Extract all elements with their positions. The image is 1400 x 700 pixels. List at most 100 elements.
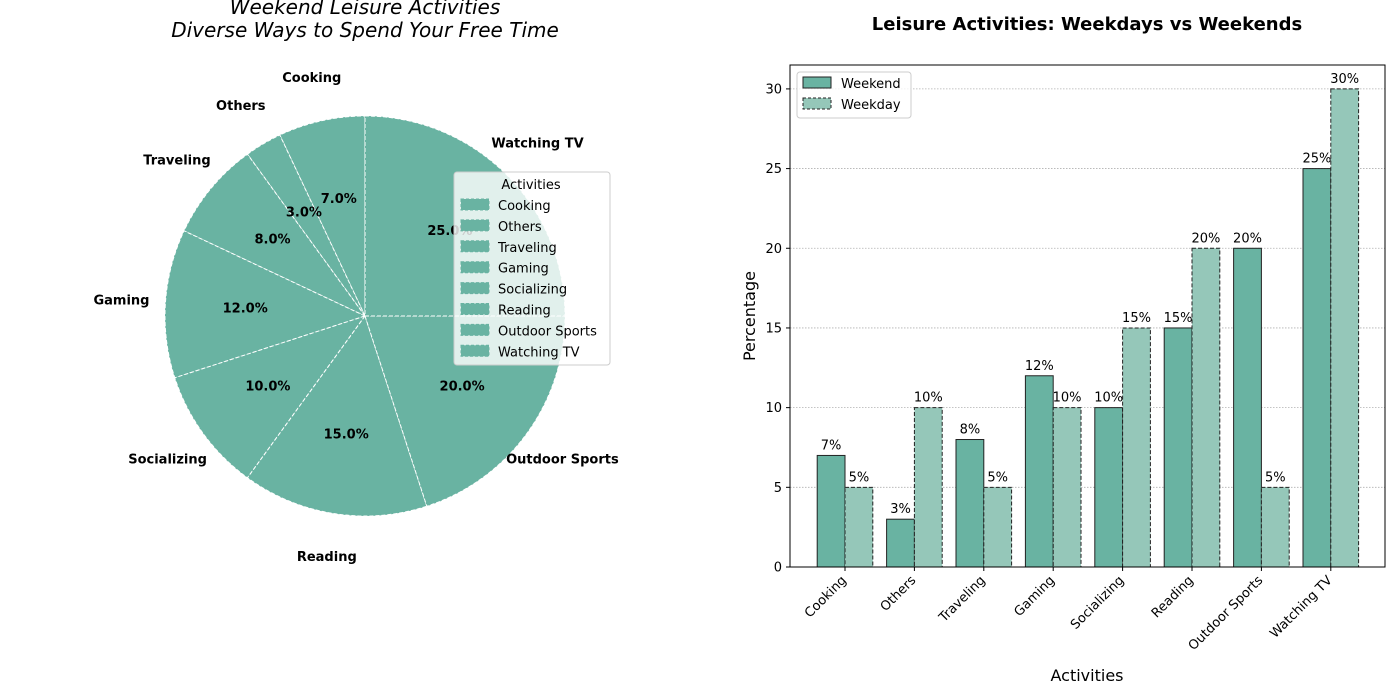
bar-weekday-outdoor-sports [1260,486,1290,568]
pie-slice-cooking [279,115,366,317]
pie-legend-frame [453,171,611,366]
y-tick-label: 25 [765,162,782,177]
legend-label-weekday: Weekday [841,98,901,113]
pie-label-cooking: Cooking [282,71,341,86]
bar-weekend-gaming [1024,375,1054,568]
pie-pct-outdoor-sports: 20.0% [440,380,485,395]
x-tick-label-others: Others [878,573,920,615]
bar-value-label-weekday-watching-tv: 30% [1330,72,1359,87]
y-tick-label: 30 [765,82,782,97]
bar-weekend-reading [1163,327,1193,568]
pie-slice-traveling [183,153,366,317]
bar-value-label-weekend-traveling: 8% [960,423,981,438]
pie-pct-others: 3.0% [286,206,322,221]
bar-weekend-outdoor-sports [1233,247,1262,568]
pie-slice-reading [246,314,428,517]
bar-weekend-socializing [1094,407,1124,568]
legend-label-weekend: Weekend [841,77,901,92]
pie-legend-swatch-gaming [460,261,490,274]
y-tick-label: 15 [765,321,782,336]
pie-pct-socializing: 10.0% [245,380,290,395]
bar-marks: 7% 3% 8% 12% 10% 15% 20% 25% 5% 10% 5% 10% 15% 20% 5% 3… [816,72,1360,568]
bar-legend: Weekend Weekday [796,71,912,119]
pie-legend-label-socializing: Socializing [498,283,567,298]
bar-value-label-weekday-outdoor-sports: 5% [1265,470,1286,485]
pie-legend-label-cooking: Cooking [498,199,551,214]
pie-label-watching-tv: Watching TV [491,137,583,152]
pie-legend-label-traveling: Traveling [497,241,557,256]
pie-title-line1: Weekend Leisure Activities [230,0,501,19]
y-tick-label: 0 [774,561,782,576]
bar-value-label-weekday-socializing: 15% [1122,311,1151,326]
y-tick-label: 5 [774,481,782,496]
x-tick-label-gaming: Gaming [1011,573,1058,620]
pie-pct-cooking: 7.0% [321,192,357,207]
bar-value-label-weekday-traveling: 5% [987,470,1008,485]
x-tick-label-outdoor-sports: Outdoor Sports [1186,573,1267,654]
bar-weekday-gaming [1052,407,1082,568]
pie-legend-label-gaming: Gaming [498,262,549,277]
bar-x-ticks: Cooking Others Traveling Gaming Socializing R… [802,567,1336,654]
bar-value-label-weekend-cooking: 7% [821,438,842,453]
pie-legend-swatch-cooking [460,198,490,211]
bar-value-label-weekday-cooking: 5% [849,470,870,485]
pie-pct-reading: 15.0% [324,428,369,443]
bar-axes-frame [789,64,1386,568]
pie-pct-gaming: 12.0% [223,302,268,317]
y-tick-label: 10 [765,401,782,416]
bar-value-label-weekday-others: 10% [914,391,943,406]
bar-weekday-traveling [983,486,1013,568]
bar-weekend-others [886,518,915,568]
bar-title: Leisure Activities: Weekdays vs Weekends [872,14,1302,35]
bar-weekday-others [913,407,943,568]
bar-value-label-weekend-reading: 15% [1164,311,1193,326]
bar-y-ticks: 0 5 10 15 20 25 30 [765,82,790,576]
pie-legend-label-watching-tv: Watching TV [498,345,580,360]
bar-value-label-weekday-gaming: 10% [1053,391,1082,406]
pie-legend-label-reading: Reading [498,304,551,319]
x-tick-label-watching-tv: Watching TV [1267,573,1335,641]
bar-xlabel: Activities [1051,666,1124,685]
bar-weekday-watching-tv [1330,88,1360,568]
pie-pct-traveling: 8.0% [254,233,290,248]
pie-legend-title: Activities [501,178,561,193]
x-tick-label-traveling: Traveling [936,573,989,626]
bar-weekday-socializing [1122,327,1151,568]
bar-value-label-weekend-gaming: 12% [1025,359,1054,374]
pie-label-traveling: Traveling [143,154,210,169]
pie-legend-swatch-socializing [460,282,490,295]
pie-legend: Activities Cooking Others Traveling Gaming S… [453,171,611,366]
pie-legend-swatch-others [460,219,490,232]
legend-swatch-weekend [802,76,832,89]
bar-weekend-watching-tv [1302,168,1332,568]
bar-weekend-cooking [816,454,846,568]
y-tick-label: 20 [765,242,782,257]
pie-legend-swatch-traveling [460,240,490,253]
bar-value-label-weekend-outdoor-sports: 20% [1233,231,1262,246]
bar-weekend-traveling [955,439,985,568]
bar-value-label-weekend-socializing: 10% [1094,391,1123,406]
legend-swatch-weekday [802,97,832,110]
pie-legend-swatch-outdoor-sports [460,323,490,336]
x-tick-label-cooking: Cooking [802,573,850,621]
bar-value-label-weekend-others: 3% [890,502,911,517]
pie-legend-label-others: Others [498,220,542,235]
pie-legend-swatch-watching-tv [460,344,490,357]
pie-slice-socializing [174,315,367,479]
bar-gridlines [790,88,1385,568]
pie-label-others: Others [216,99,266,114]
pie-label-reading: Reading [297,550,357,565]
pie-label-outdoor-sports: Outdoor Sports [506,452,619,467]
bar-weekday-cooking [844,486,874,568]
bar-ylabel: Percentage [740,271,759,361]
x-tick-label-reading: Reading [1149,573,1197,621]
pie-label-gaming: Gaming [93,294,149,309]
bar-value-label-weekend-watching-tv: 25% [1302,152,1331,167]
pie-legend-label-outdoor-sports: Outdoor Sports [498,324,597,339]
pie-title-line2: Diverse Ways to Spend Your Free Time [171,18,559,42]
x-tick-label-socializing: Socializing [1068,573,1127,632]
pie-slice-gaming [164,230,367,379]
bar-value-label-weekday-reading: 20% [1191,231,1220,246]
pie-legend-swatch-reading [460,303,490,315]
